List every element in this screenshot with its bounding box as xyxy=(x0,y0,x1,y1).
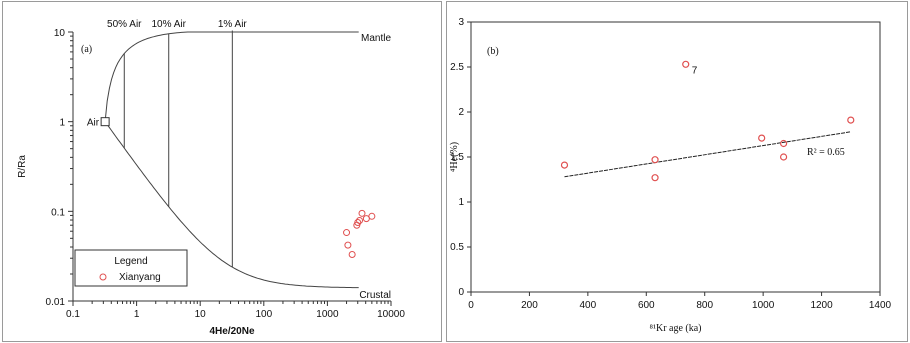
crustal-label: Crustal xyxy=(359,290,391,301)
x-tick-label-b: 800 xyxy=(696,300,713,311)
y-tick-label-b: 3 xyxy=(458,17,464,28)
x-tick-label-b: 600 xyxy=(638,300,655,311)
y-tick-label-b: 2.5 xyxy=(450,62,464,73)
data-point-b xyxy=(847,116,855,124)
y-tick-label-b: 0 xyxy=(458,287,464,298)
data-point-a xyxy=(354,219,362,227)
x-tick-label-b: 200 xyxy=(521,300,538,311)
data-point-a xyxy=(344,241,352,249)
legend-box-a xyxy=(74,249,188,287)
x-tick-label-a: 0.1 xyxy=(66,309,80,320)
y-tick-label-a: 1 xyxy=(59,118,65,129)
panel-a: 0.1 1 10 100 1000 10000 0.01 0.1 1 10 4He/20Ne R/Ra… xyxy=(2,1,442,342)
y-axis-label-a: R/Ra xyxy=(17,155,28,178)
y-axis-label-b: ⁴He(%) xyxy=(449,142,460,172)
data-point-b xyxy=(758,134,766,142)
chart-a-svg: 0.1 1 10 100 1000 100000.010.11104He/20NeR/Ra… xyxy=(17,19,405,337)
y-tick-label-a: 10 xyxy=(54,28,66,39)
x-tick-label-b: 0 xyxy=(468,300,474,311)
data-point-a xyxy=(368,212,376,220)
data-point-b xyxy=(682,60,690,68)
data-point-b xyxy=(779,153,788,161)
panel-label-b: (b) xyxy=(487,46,499,57)
air-marker xyxy=(100,117,110,127)
panel-label-a: (a) xyxy=(81,44,92,55)
data-point-b xyxy=(651,156,659,164)
air-label: Air xyxy=(87,118,100,129)
y-tick-label-b: 1.5 xyxy=(450,152,464,163)
panel-b: 0 200 400 600 800 1000 1200 1400 0 0.5 1 1.5 2 2.5 3 ⁸¹… xyxy=(446,1,908,342)
data-point-a xyxy=(348,251,356,259)
data-point-a xyxy=(343,229,351,237)
legend-entry-a: Xianyang xyxy=(119,272,161,283)
trendline-b xyxy=(564,131,851,178)
data-point-b xyxy=(651,174,659,182)
mixing-line-label-2: 1% Air xyxy=(218,19,248,30)
data-point-b xyxy=(779,139,788,148)
mixing-line-label-0: 50% Air xyxy=(107,19,142,30)
y-tick-label-a: 0.01 xyxy=(46,297,66,308)
data-point-b xyxy=(560,161,569,169)
legend-title-a: Legend xyxy=(114,256,147,267)
x-axis-label-b: ⁸¹Kr age (ka) xyxy=(649,323,701,334)
y-tick-label-b: 1 xyxy=(458,197,464,208)
x-tick-label-b: 1400 xyxy=(869,300,892,311)
y-tick-label-a: 0.1 xyxy=(51,207,65,218)
x-tick-label-a: 100 xyxy=(255,309,272,320)
x-tick-label-b: 400 xyxy=(580,300,597,311)
legend-marker-a xyxy=(99,273,107,281)
x-tick-label-a: 10 xyxy=(195,309,207,320)
r-squared-annotation: R² = 0.65 xyxy=(807,147,845,158)
mantle-label: Mantle xyxy=(361,33,391,44)
x-tick-label-a: 10000 xyxy=(377,309,405,320)
y-tick-label-b: 2 xyxy=(458,107,464,118)
mixing-line-label-1: 10% Air xyxy=(151,19,186,30)
x-tick-label-a: 1 xyxy=(134,309,140,320)
x-tick-label-a: 1000 xyxy=(316,309,339,320)
chart-b-svg: 0 200 400 600 800 1000 1200 1400 0 0.5 1 1.5 2 2.5 3 ⁸¹… xyxy=(449,17,892,334)
data-point-a xyxy=(358,209,366,217)
outlier-label-b: 7 xyxy=(692,65,698,76)
x-tick-label-b: 1200 xyxy=(810,300,833,311)
x-axis-label-a: 4He/20Ne xyxy=(209,326,254,337)
x-tick-label-b: 1000 xyxy=(752,300,775,311)
data-point-a xyxy=(356,217,364,225)
y-tick-label-b: 0.5 xyxy=(450,242,464,253)
